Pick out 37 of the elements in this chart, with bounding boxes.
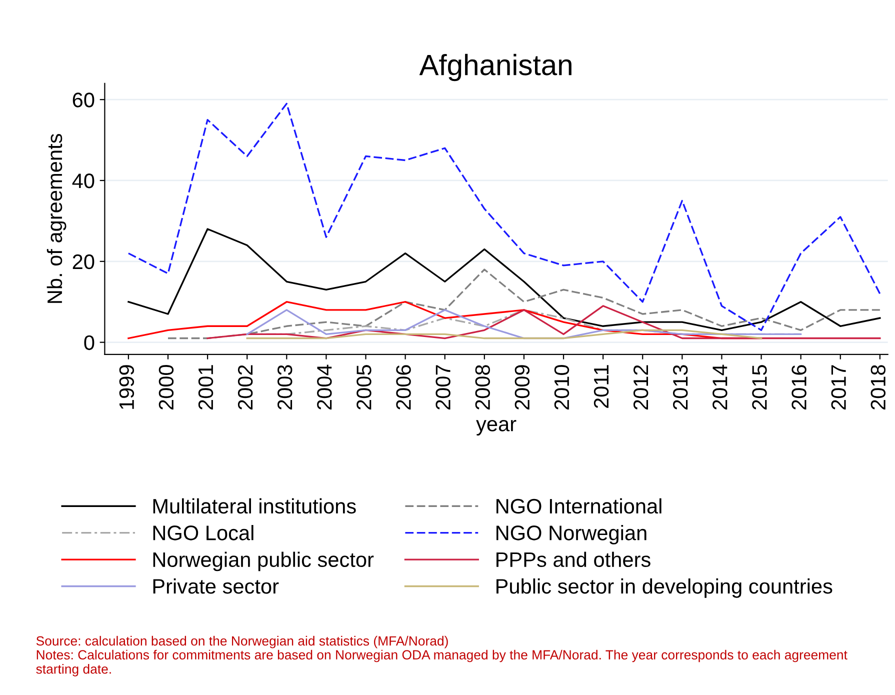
- y-tick-label: 0: [84, 335, 94, 350]
- y-tick-label: 40: [72, 173, 94, 188]
- x-tick-label: 2004: [317, 364, 332, 410]
- y-tick-label: 60: [72, 92, 94, 108]
- x-axis-title: year: [476, 420, 516, 436]
- x-tick-label: 2015: [752, 365, 767, 410]
- x-tick-label: 2001: [198, 365, 214, 410]
- x-tick-label: 2008: [475, 365, 490, 410]
- y-tick-label: 20: [72, 254, 94, 270]
- x-tick-label: 2017: [831, 365, 846, 410]
- x-tick-label: 1999: [119, 365, 134, 409]
- legend-label: PPPs and others: [496, 552, 650, 568]
- x-tick-label: 2007: [436, 365, 450, 410]
- chart-title: Afghanistan: [419, 54, 572, 82]
- x-tick-label: 2018: [870, 365, 886, 410]
- legend-label: Public sector in developing countries: [496, 578, 832, 598]
- x-tick-label: 2011: [594, 365, 609, 408]
- y-axis-title: Nb. of agreements: [46, 134, 66, 303]
- source-note: Source: calculation based on the Norwegian aid statistics (MFA/Norad): [36, 636, 448, 648]
- x-tick-label: 2005: [356, 365, 372, 410]
- x-tick-label: 2016: [792, 365, 806, 410]
- x-tick-label: 2010: [554, 364, 570, 410]
- x-tick-label: 2009: [514, 365, 530, 410]
- legend-label: Norwegian public sector: [153, 552, 374, 572]
- x-tick-label: 2006: [396, 365, 411, 410]
- x-tick-label: 2014: [712, 364, 728, 410]
- legend-label: Multilateral institutions: [153, 498, 356, 514]
- x-tick-label: 2013: [673, 365, 688, 410]
- legend-label: NGO Norwegian: [496, 525, 646, 544]
- x-tick-label: 2003: [277, 365, 292, 410]
- legend-label: Private sector: [153, 578, 279, 594]
- text: Notes: Calculations for commitments are based on Norwegian ODA managed by the MFA/Norad. The year corresponds to each agreement starting date.: [36, 650, 848, 676]
- legend-label: NGO International: [496, 498, 662, 514]
- x-tick-label: 2000: [158, 364, 174, 410]
- x-tick-label: 2012: [633, 365, 648, 410]
- x-tick-label: 2002: [238, 365, 253, 410]
- legend-label: NGO Local: [153, 525, 254, 540]
